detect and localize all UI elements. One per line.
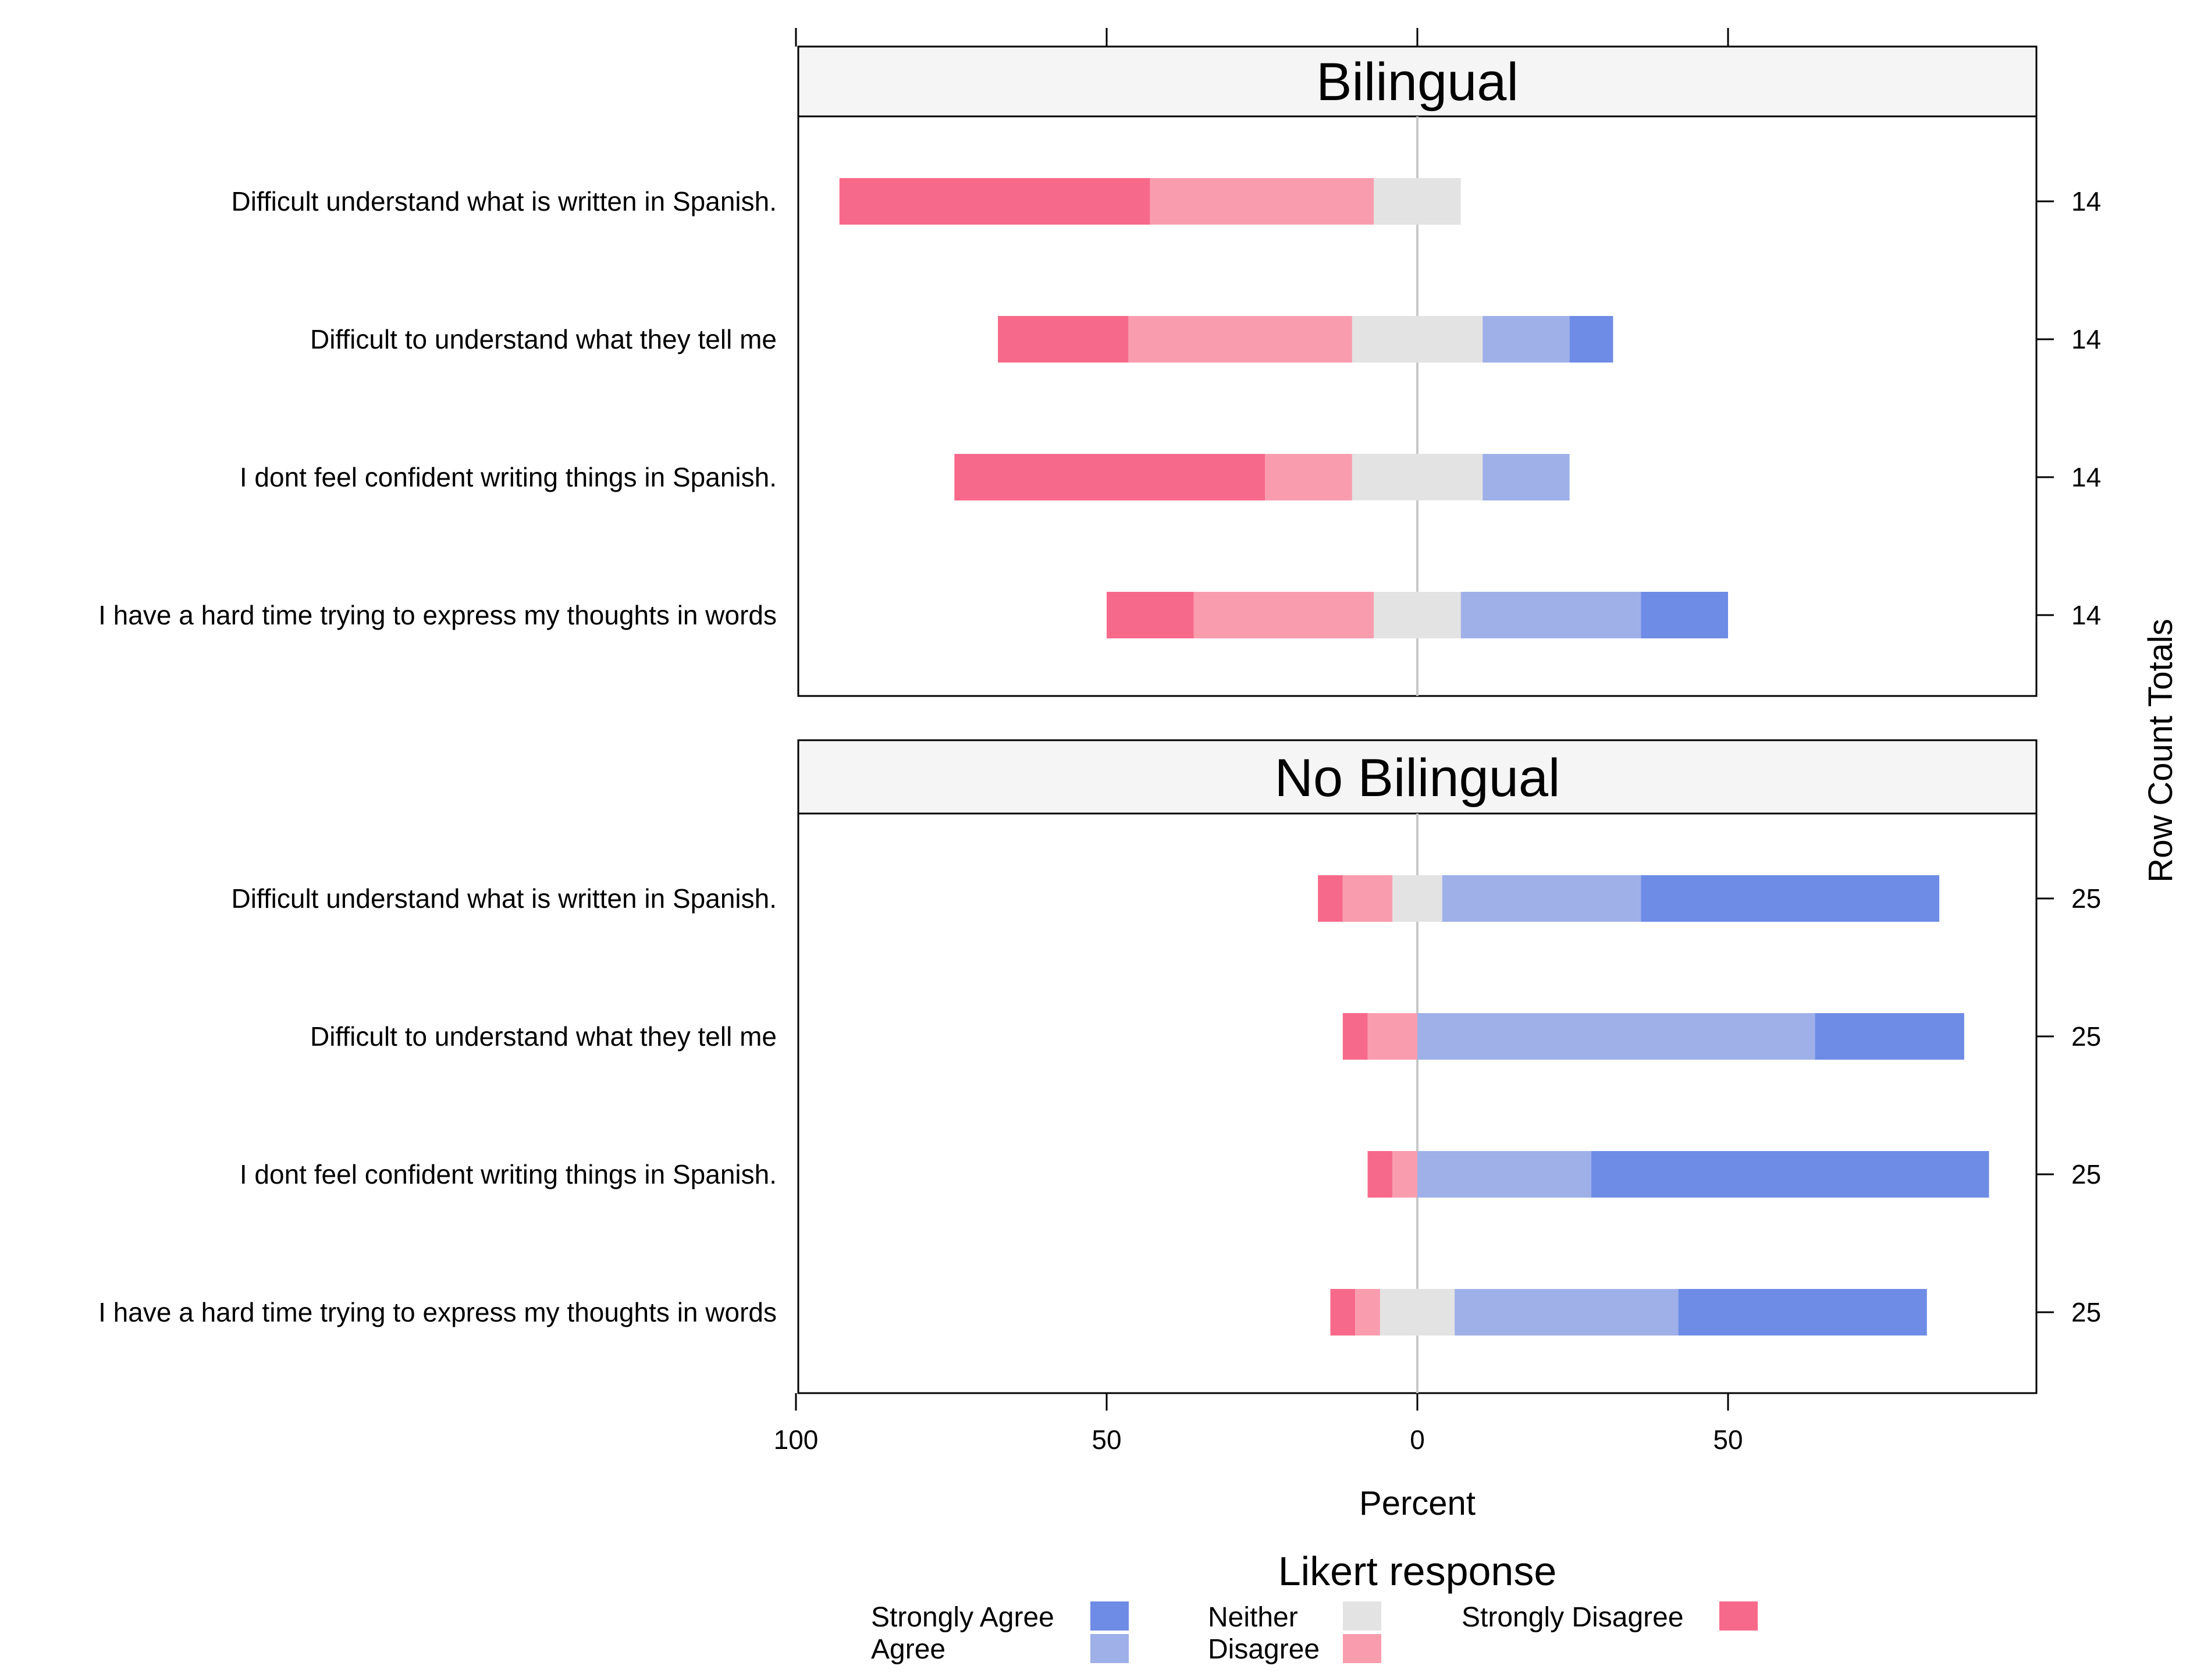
row-count-label: 14 <box>2071 600 2101 630</box>
x-tick-label: 100 <box>774 1425 819 1455</box>
bar-segment-agree <box>1460 592 1641 638</box>
item-label: Difficult to understand what they tell m… <box>310 324 777 354</box>
legend-swatch-strongly-agree <box>1090 1601 1129 1631</box>
bar-segment-strongly-agree <box>1641 592 1728 638</box>
bar-segment-strongly-disagree <box>1330 1289 1356 1336</box>
bar-segment-strongly-disagree <box>1107 592 1194 638</box>
legend-label-agree: Agree <box>871 1634 945 1665</box>
bar-segment-strongly-disagree <box>1367 1151 1393 1198</box>
item-label: I dont feel confident writing things in … <box>240 1159 777 1189</box>
bar-segment-neither <box>1392 875 1442 922</box>
bar-segment-neither <box>1374 592 1461 638</box>
legend-label-disagree: Disagree <box>1208 1634 1320 1665</box>
legend-label-strongly-agree: Strongly Agree <box>871 1602 1054 1633</box>
panel-no-bilingual: No Bilingual Difficult understand what i… <box>98 739 2101 1394</box>
bar-segment-strongly-disagree <box>954 454 1265 500</box>
item-label: Difficult to understand what they tell m… <box>310 1021 777 1052</box>
x-axis-title: Percent <box>1359 1484 1476 1522</box>
x-tick-label: 50 <box>1713 1425 1743 1455</box>
row-count-label: 14 <box>2071 462 2101 492</box>
bar-segment-strongly-agree <box>1678 1289 1927 1336</box>
row-count-label: 25 <box>2071 883 2101 914</box>
legend-swatch-agree <box>1090 1634 1129 1663</box>
panel-title: Bilingual <box>1316 52 1519 112</box>
bar-segment-strongly-agree <box>1641 875 1940 922</box>
item-label: Difficult understand what is written in … <box>231 883 777 914</box>
bar-segment-strongly-disagree <box>998 316 1129 363</box>
bar-segment-agree <box>1455 1289 1679 1336</box>
x-tick-label: 50 <box>1092 1425 1121 1455</box>
bar-segment-agree <box>1417 1151 1592 1198</box>
bar-segment-neither <box>1374 178 1461 225</box>
bar-segment-neither <box>1380 1289 1455 1336</box>
item-label: I have a hard time trying to express my … <box>98 1297 777 1327</box>
legend-label-strongly-disagree: Strongly Disagree <box>1462 1602 1684 1633</box>
panel-title: No Bilingual <box>1275 748 1560 808</box>
bar-segment-disagree <box>1392 1151 1417 1198</box>
bar-segment-agree <box>1483 316 1570 363</box>
legend-swatch-neither <box>1343 1601 1381 1631</box>
row-count-axis-title: Row Count Totals <box>2142 619 2180 883</box>
row-count-label: 25 <box>2071 1159 2101 1189</box>
row-count-label: 14 <box>2071 324 2101 354</box>
bar-segment-disagree <box>1367 1013 1417 1060</box>
bar-segment-agree <box>1442 875 1641 922</box>
row-count-label: 25 <box>2071 1297 2101 1327</box>
bar-segment-disagree <box>1128 316 1352 363</box>
row-count-label: 14 <box>2071 186 2101 216</box>
bottom-axis-ticks: 100 50 0 50 <box>774 1393 1743 1455</box>
panel-strip <box>797 739 2038 815</box>
bar-segment-disagree <box>1150 178 1374 225</box>
panel-bars <box>839 116 1728 696</box>
bar-segment-strongly-agree <box>1591 1151 1989 1198</box>
bar-segment-neither <box>1352 454 1483 500</box>
row-count-label: 25 <box>2071 1021 2101 1052</box>
bar-segment-disagree <box>1265 454 1352 500</box>
bar-segment-strongly-agree <box>1569 316 1613 363</box>
bar-segment-neither <box>1352 316 1483 363</box>
legend-label-neither: Neither <box>1208 1602 1298 1633</box>
bar-segment-strongly-agree <box>1815 1013 1964 1060</box>
x-tick-label: 0 <box>1410 1425 1425 1455</box>
item-label: I have a hard time trying to express my … <box>98 600 777 630</box>
item-label: Difficult understand what is written in … <box>231 186 777 216</box>
legend-swatch-strongly-disagree <box>1719 1601 1758 1631</box>
bar-segment-disagree <box>1342 875 1393 922</box>
panel-bars <box>1318 814 1989 1393</box>
bar-segment-disagree <box>1355 1289 1380 1336</box>
panel-strip <box>797 45 2038 118</box>
bar-segment-agree <box>1483 454 1570 500</box>
bar-segment-strongly-disagree <box>839 178 1150 225</box>
bar-segment-strongly-disagree <box>1342 1013 1368 1060</box>
bar-segment-disagree <box>1193 592 1374 638</box>
top-axis-ticks <box>795 28 1729 47</box>
bar-segment-agree <box>1417 1013 1815 1060</box>
panel-bilingual: Bilingual Difficult understand what is w… <box>98 45 2101 697</box>
legend-swatch-disagree <box>1343 1634 1381 1663</box>
item-label: I dont feel confident writing things in … <box>240 462 777 492</box>
legend-title: Likert response <box>1278 1548 1557 1594</box>
bar-segment-strongly-disagree <box>1318 875 1343 922</box>
